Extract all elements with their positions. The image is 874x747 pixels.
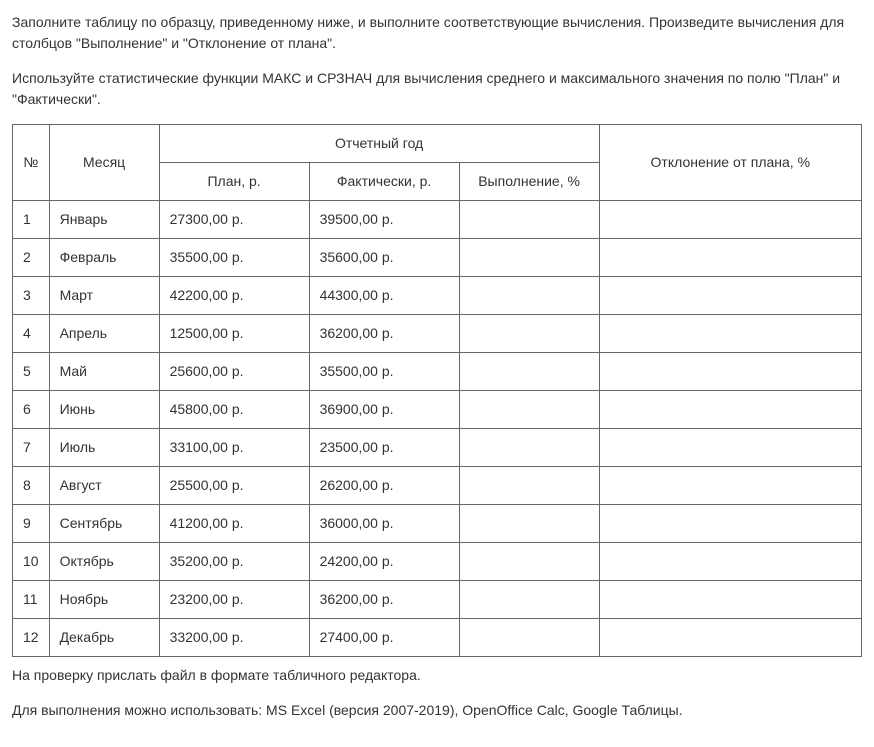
header-month: Месяц — [49, 125, 159, 201]
cell-month: Декабрь — [49, 619, 159, 657]
cell-otklonenie — [599, 429, 861, 467]
table-row: 1Январь27300,00 р.39500,00 р. — [13, 201, 862, 239]
cell-otklonenie — [599, 581, 861, 619]
cell-plan: 45800,00 р. — [159, 391, 309, 429]
header-vypolnenie: Выполнение, % — [459, 163, 599, 201]
cell-otklonenie — [599, 391, 861, 429]
instruction-paragraph-2: Используйте статистические функции МАКС … — [12, 68, 862, 110]
cell-fact: 36000,00 р. — [309, 505, 459, 543]
cell-num: 10 — [13, 543, 50, 581]
cell-vypolnenie — [459, 543, 599, 581]
cell-plan: 33200,00 р. — [159, 619, 309, 657]
table-row: 9Сентябрь41200,00 р.36000,00 р. — [13, 505, 862, 543]
cell-vypolnenie — [459, 277, 599, 315]
cell-plan: 42200,00 р. — [159, 277, 309, 315]
cell-plan: 12500,00 р. — [159, 315, 309, 353]
cell-otklonenie — [599, 239, 861, 277]
cell-vypolnenie — [459, 201, 599, 239]
cell-fact: 36900,00 р. — [309, 391, 459, 429]
cell-otklonenie — [599, 543, 861, 581]
cell-otklonenie — [599, 277, 861, 315]
cell-fact: 36200,00 р. — [309, 581, 459, 619]
cell-fact: 24200,00 р. — [309, 543, 459, 581]
cell-otklonenie — [599, 505, 861, 543]
cell-month: Октябрь — [49, 543, 159, 581]
cell-num: 12 — [13, 619, 50, 657]
cell-vypolnenie — [459, 619, 599, 657]
cell-month: Август — [49, 467, 159, 505]
table-row: 12Декабрь33200,00 р.27400,00 р. — [13, 619, 862, 657]
cell-num: 2 — [13, 239, 50, 277]
table-row: 11Ноябрь23200,00 р.36200,00 р. — [13, 581, 862, 619]
table-row: 2Февраль35500,00 р.35600,00 р. — [13, 239, 862, 277]
cell-vypolnenie — [459, 505, 599, 543]
cell-plan: 33100,00 р. — [159, 429, 309, 467]
cell-num: 3 — [13, 277, 50, 315]
cell-otklonenie — [599, 353, 861, 391]
cell-fact: 44300,00 р. — [309, 277, 459, 315]
cell-fact: 35600,00 р. — [309, 239, 459, 277]
cell-plan: 25500,00 р. — [159, 467, 309, 505]
table-row: 8Август25500,00 р.26200,00 р. — [13, 467, 862, 505]
table-row: 5Май25600,00 р.35500,00 р. — [13, 353, 862, 391]
cell-otklonenie — [599, 619, 861, 657]
table-row: 6Июнь45800,00 р.36900,00 р. — [13, 391, 862, 429]
cell-num: 5 — [13, 353, 50, 391]
cell-fact: 36200,00 р. — [309, 315, 459, 353]
cell-fact: 35500,00 р. — [309, 353, 459, 391]
table-row: 10Октябрь35200,00 р.24200,00 р. — [13, 543, 862, 581]
cell-vypolnenie — [459, 581, 599, 619]
cell-otklonenie — [599, 315, 861, 353]
cell-num: 1 — [13, 201, 50, 239]
cell-vypolnenie — [459, 467, 599, 505]
footer-paragraph-2: Для выполнения можно использовать: MS Ex… — [12, 700, 862, 721]
table-row: 4Апрель12500,00 р.36200,00 р. — [13, 315, 862, 353]
cell-vypolnenie — [459, 391, 599, 429]
data-table: № Месяц Отчетный год Отклонение от плана… — [12, 124, 862, 657]
footer-paragraph-1: На проверку прислать файл в формате табл… — [12, 665, 862, 686]
cell-month: Апрель — [49, 315, 159, 353]
cell-fact: 39500,00 р. — [309, 201, 459, 239]
header-plan: План, р. — [159, 163, 309, 201]
cell-month: Май — [49, 353, 159, 391]
cell-plan: 23200,00 р. — [159, 581, 309, 619]
cell-num: 8 — [13, 467, 50, 505]
instruction-paragraph-1: Заполните таблицу по образцу, приведенно… — [12, 12, 862, 54]
cell-month: Ноябрь — [49, 581, 159, 619]
table-row: 7Июль33100,00 р.23500,00 р. — [13, 429, 862, 467]
cell-month: Июнь — [49, 391, 159, 429]
cell-fact: 23500,00 р. — [309, 429, 459, 467]
cell-vypolnenie — [459, 353, 599, 391]
cell-month: Март — [49, 277, 159, 315]
cell-plan: 27300,00 р. — [159, 201, 309, 239]
cell-otklonenie — [599, 467, 861, 505]
cell-plan: 35200,00 р. — [159, 543, 309, 581]
cell-num: 9 — [13, 505, 50, 543]
cell-otklonenie — [599, 201, 861, 239]
cell-num: 4 — [13, 315, 50, 353]
cell-num: 6 — [13, 391, 50, 429]
cell-vypolnenie — [459, 429, 599, 467]
cell-month: Июль — [49, 429, 159, 467]
table-row: 3Март42200,00 р.44300,00 р. — [13, 277, 862, 315]
cell-num: 7 — [13, 429, 50, 467]
cell-fact: 26200,00 р. — [309, 467, 459, 505]
cell-plan: 41200,00 р. — [159, 505, 309, 543]
header-report-year: Отчетный год — [159, 125, 599, 163]
header-num: № — [13, 125, 50, 201]
cell-fact: 27400,00 р. — [309, 619, 459, 657]
cell-plan: 35500,00 р. — [159, 239, 309, 277]
cell-vypolnenie — [459, 315, 599, 353]
cell-month: Январь — [49, 201, 159, 239]
header-fact: Фактически, р. — [309, 163, 459, 201]
cell-month: Сентябрь — [49, 505, 159, 543]
header-otklonenie: Отклонение от плана, % — [599, 125, 861, 201]
cell-num: 11 — [13, 581, 50, 619]
cell-plan: 25600,00 р. — [159, 353, 309, 391]
cell-month: Февраль — [49, 239, 159, 277]
cell-vypolnenie — [459, 239, 599, 277]
